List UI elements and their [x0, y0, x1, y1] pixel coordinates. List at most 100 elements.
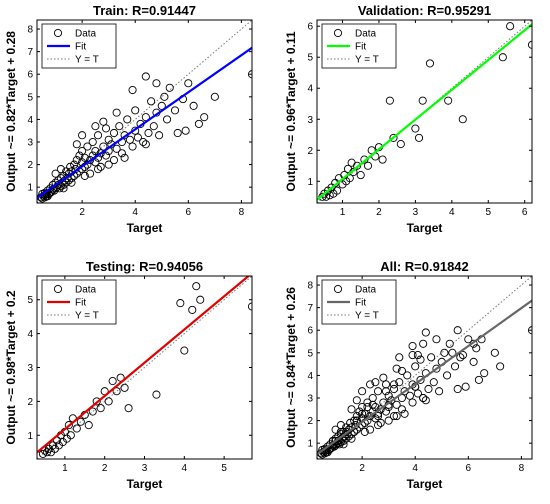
x-tick-label: 2	[79, 207, 85, 218]
legend-data-marker	[53, 284, 63, 294]
data-point	[181, 126, 190, 135]
data-point	[64, 421, 73, 430]
data-point	[109, 128, 119, 138]
data-point	[490, 348, 499, 357]
data-point	[450, 362, 460, 371]
data-point	[427, 353, 436, 362]
data-point	[128, 85, 137, 95]
x-tick-label: 6	[466, 463, 472, 474]
data-point	[120, 383, 129, 392]
plot-content	[37, 20, 252, 203]
data-point	[371, 414, 380, 423]
data-point	[421, 396, 430, 405]
data-point	[56, 165, 65, 174]
subplot-title: All: R=0.91842	[380, 259, 469, 274]
data-point	[458, 115, 467, 124]
data-point	[408, 351, 417, 360]
y-tick-label: 8	[307, 281, 313, 292]
y-tick-label: 4	[307, 84, 313, 95]
data-point	[78, 131, 87, 140]
data-point	[400, 387, 409, 396]
data-point	[149, 122, 158, 131]
data-point	[498, 53, 507, 62]
data-point	[170, 106, 180, 115]
data-point	[527, 40, 532, 49]
axes-frame	[316, 19, 533, 204]
data-point	[139, 137, 148, 147]
fit-line	[317, 299, 532, 456]
data-point	[120, 153, 129, 162]
data-point	[389, 133, 398, 142]
data-point	[147, 97, 156, 106]
data-point	[350, 416, 359, 425]
data-point	[408, 398, 417, 407]
data-point	[506, 22, 515, 31]
data-point	[91, 146, 100, 156]
legend-entry-label: Data	[355, 285, 377, 296]
data-point	[83, 142, 92, 151]
data-point	[72, 156, 81, 165]
data-point	[157, 101, 166, 110]
y-tick-label: 6	[27, 70, 33, 81]
data-point	[112, 387, 121, 396]
y-tick-label: 8	[27, 25, 33, 36]
legend-data-marker	[333, 284, 343, 294]
data-point	[141, 72, 150, 81]
data-point	[72, 424, 81, 433]
data-point	[414, 133, 424, 142]
data-point	[180, 346, 189, 355]
data-point	[347, 434, 356, 443]
data-point	[101, 151, 111, 160]
data-point	[104, 160, 113, 169]
y-tick-label: 3	[27, 363, 33, 374]
y-tick-label: 6	[307, 326, 313, 337]
y-tick-label: 5	[27, 92, 33, 103]
data-point	[432, 364, 441, 373]
x-tick-label: 6	[522, 207, 528, 218]
fit-line	[317, 23, 532, 201]
data-point	[84, 421, 93, 430]
data-point	[358, 409, 367, 418]
data-point	[70, 160, 79, 169]
x-axis-label: Target	[127, 221, 163, 235]
axes-frame	[36, 19, 253, 204]
x-tick-label: 3	[413, 207, 419, 218]
data-point	[165, 83, 174, 92]
x-tick-label: 2	[102, 463, 108, 474]
data-point	[411, 124, 420, 133]
x-tick-label: 4	[132, 207, 138, 218]
y-tick-label: 1	[307, 177, 313, 188]
y-tick-label: 3	[27, 138, 33, 149]
data-point	[435, 387, 444, 396]
data-point	[96, 404, 105, 413]
y-tick-label: 1	[27, 431, 33, 442]
data-point	[72, 140, 81, 149]
x-tick-label: 1	[62, 463, 68, 474]
legend-data-marker	[53, 28, 63, 38]
data-point	[469, 357, 478, 366]
data-point	[440, 348, 449, 357]
data-point	[472, 344, 481, 353]
x-axis-label: Target	[407, 221, 443, 235]
data-point	[392, 400, 401, 409]
data-point	[384, 391, 393, 400]
data-point	[141, 140, 150, 149]
data-point	[59, 184, 68, 193]
data-point	[403, 371, 412, 380]
data-point	[336, 427, 345, 436]
data-point	[419, 339, 428, 348]
data-point	[396, 140, 405, 149]
x-tick-label: 4	[412, 463, 418, 474]
data-point	[353, 161, 362, 170]
fit-line	[37, 276, 251, 454]
data-point	[366, 380, 375, 389]
y-tick-label: 2	[27, 397, 33, 408]
data-point	[91, 122, 100, 131]
data-point	[155, 131, 164, 140]
y-axis-label: Output ~= 0.82*Target + 0.28	[4, 31, 18, 192]
data-point	[419, 393, 428, 403]
legend-entry-label: Fit	[75, 298, 86, 309]
x-tick-label: 5	[485, 207, 491, 218]
data-point	[75, 151, 84, 160]
x-tick-label: 4	[182, 463, 188, 474]
